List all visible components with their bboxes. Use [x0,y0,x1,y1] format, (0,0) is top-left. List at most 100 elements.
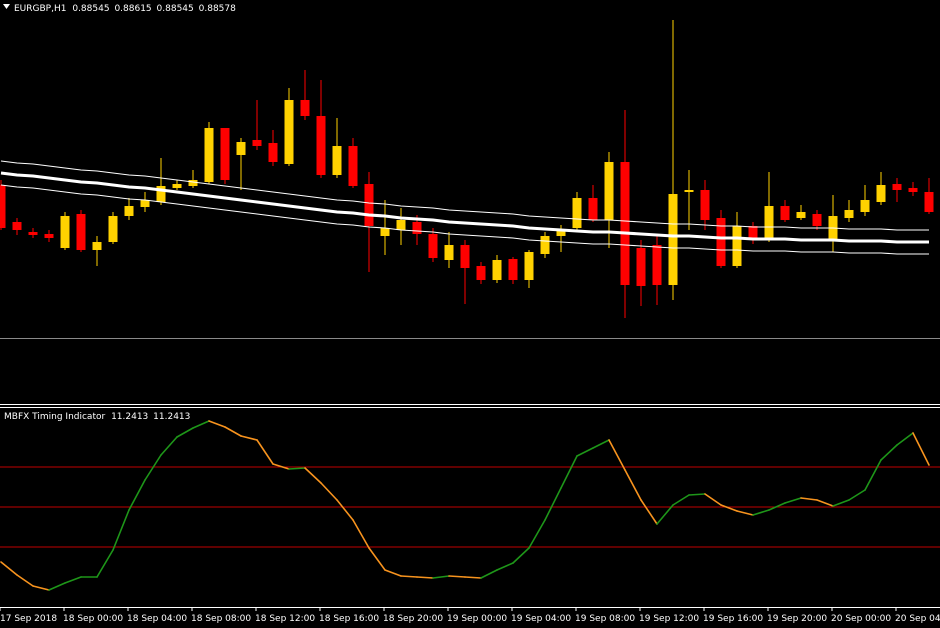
indicator-segment [592,439,610,449]
x-tick-label: 19 Sep 16:00 [703,614,763,624]
candle-body [924,192,934,212]
indicator-segment [416,576,434,579]
candle-body [428,234,438,258]
indicator-segment [208,420,226,428]
candle-body [652,245,662,285]
candle-body [524,252,534,280]
candle-body [92,242,102,250]
indicator-segment [784,497,802,504]
candle-body [364,184,374,226]
candle-body [28,232,38,235]
candle-body [908,188,918,192]
candle-body [348,146,358,186]
x-tick-label: 19 Sep 20:00 [767,614,827,624]
indicator-segment [720,504,738,512]
candle-body [572,198,582,228]
candle-body [812,214,822,226]
chart-header: EURGBP,H1 0.88545 0.88615 0.88545 0.8857… [14,4,236,14]
candle-body [140,200,150,207]
indicator-segment [816,499,834,507]
candle-body [124,206,134,216]
indicator-segment [288,467,306,470]
indicator-title: MBFX Timing Indicator [4,412,105,422]
indicator-segment [432,575,450,579]
x-tick-label: 18 Sep 04:00 [127,614,187,624]
x-tick-label: 20 Sep 00:00 [831,614,891,624]
indicator-segment [272,463,290,470]
candle-body [556,230,566,236]
indicator-segment [848,489,866,501]
indicator-segment [512,547,530,564]
candle-body [844,210,854,218]
moving-average [0,160,929,231]
candle-body [748,226,758,240]
indicator-segment [240,435,258,441]
candle-body [700,190,710,220]
indicator-segment [256,439,274,465]
candle-body [732,226,742,266]
indicator-segment [560,455,578,489]
moving-average [0,171,929,244]
candle-body [492,260,502,280]
symbol: EURGBP,H1 [14,4,66,14]
indicator-segment [752,509,770,516]
indicator-segment [624,469,642,501]
quote-high: 0.88615 [114,4,151,14]
candle-body [108,216,118,242]
candle-body [892,184,902,190]
quote-low: 0.88545 [157,4,194,14]
candle-body [796,212,806,218]
candle-body [316,116,326,175]
x-tick-label: 17 Sep 2018 [0,614,57,624]
indicator-segment [64,576,82,584]
candle-body [476,266,486,280]
candle-body [412,222,422,234]
x-tick-label: 20 Sep 04:00 [895,614,940,624]
indicator-segment [0,561,18,576]
candle-body [268,143,278,162]
moving-average [0,184,929,255]
indicator-segment [640,499,658,525]
indicator-segment [176,427,194,438]
indicator-segment [496,562,514,571]
indicator-segment [32,585,50,591]
candle-body [300,100,310,116]
quote-open: 0.88545 [72,4,109,14]
indicator-segment [912,432,930,466]
indicator-segment [704,493,722,506]
indicator-segment [464,576,482,579]
candle-body [44,234,54,238]
candle-body [604,162,614,220]
indicator-segment [320,482,338,501]
indicator-segment [800,497,818,501]
candle-body [0,185,6,228]
indicator-segment [144,454,162,481]
indicator-segment [336,499,354,521]
indicator-segment [880,444,898,461]
candle-body [332,146,342,175]
indicator-segment [832,499,850,507]
indicator-segment [112,509,130,551]
candle-body [156,186,166,202]
candle-body [668,194,678,285]
candle-body [716,218,726,266]
candle-body [60,216,70,248]
candle-body [636,248,646,286]
indicator-segment [192,420,210,429]
candle-body [860,200,870,212]
indicator-segment [480,569,498,579]
x-tick-label: 19 Sep 12:00 [639,614,699,624]
indicator-header: MBFX Timing Indicator 11.2413 11.2413 [4,412,190,422]
x-tick-label: 18 Sep 16:00 [319,614,379,624]
indicator-segment [576,447,594,457]
menu-arrow[interactable] [3,4,10,9]
indicator-segment [688,493,706,496]
x-tick-label: 18 Sep 00:00 [63,614,123,624]
indicator-segment [224,426,242,437]
indicator-value: 11.2413 [153,412,190,422]
indicator-segment [400,575,418,578]
candle-body [204,128,214,182]
indicator-segment [368,547,386,571]
